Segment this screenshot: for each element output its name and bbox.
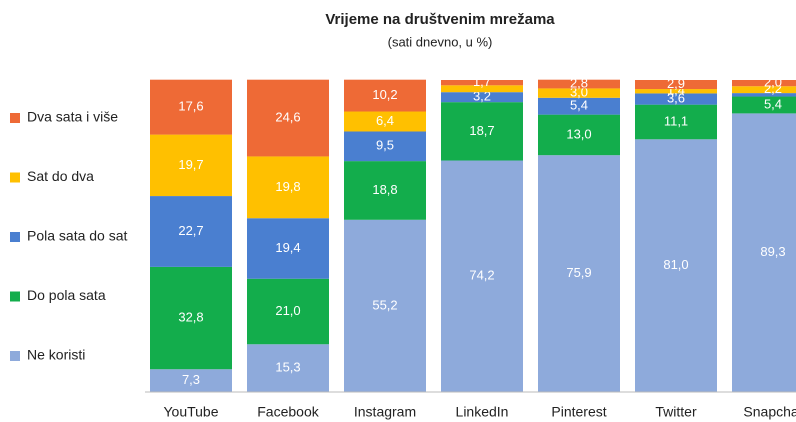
bar-segment [635,104,717,140]
data-label: 81,0 [663,257,688,272]
data-label: 18,8 [372,182,397,197]
bar-segment [441,80,523,86]
data-label: 3,2 [473,89,491,104]
bar-segment [635,139,717,392]
data-label: 13,0 [566,126,591,141]
data-label: 5,4 [764,96,782,111]
bar-segment [150,134,232,197]
data-label: 74,2 [469,268,494,283]
data-label: 6,4 [376,113,394,128]
bar-segment [635,80,717,90]
bar-segment [247,79,329,157]
x-tick-label: YouTube [163,404,218,420]
bar-segment [247,278,329,345]
bar-segment [150,79,232,135]
bar-segment [732,96,796,114]
data-label: 18,7 [469,123,494,138]
bar-segment [538,79,620,89]
bar-segment [344,111,426,132]
bar-segment [538,97,620,115]
chart-subtitle: (sati dnevno, u %) [388,34,493,49]
bar-segment [150,196,232,267]
legend-swatch [10,232,20,242]
bar-segment [344,79,426,112]
bar-segment [732,93,796,97]
x-tick-label: Instagram [354,404,416,420]
legend-swatch [10,172,20,183]
bar-segment [441,85,523,93]
x-tick-label: Twitter [655,404,697,420]
data-label: 89,3 [760,244,785,259]
data-label: 21,0 [275,303,300,318]
data-label: 2,0 [764,75,782,90]
data-label: 5,4 [570,98,588,113]
legend-label: Pola sata do sat [27,228,128,244]
data-label: 32,8 [178,309,203,324]
legend-swatch [10,291,20,302]
data-label: 7,3 [182,372,200,387]
bar-segment [344,219,426,392]
data-label: 3,6 [667,90,685,105]
bar-segment [247,344,329,392]
bar-segment [150,369,232,392]
bar-segment [150,266,232,370]
data-label: 19,7 [178,157,203,172]
data-label: 19,8 [275,179,300,194]
x-tick-label: Facebook [257,404,319,420]
bar-segment [732,86,796,94]
bar-segment [441,160,523,392]
bar-segment [247,156,329,219]
bar-segment [635,89,717,94]
legend-label: Dva sata i više [27,109,118,125]
bar-segment [732,113,796,392]
legend-label: Do pola sata [27,287,106,303]
data-label: 19,4 [275,240,300,255]
data-label: 17,6 [178,99,203,114]
data-label: 2,9 [667,76,685,91]
data-label: 15,3 [275,360,300,375]
data-label: 1,7 [473,74,491,89]
x-tick-label: Pinterest [551,404,606,420]
x-tick-label: Snapchat [743,404,796,420]
legend-swatch [10,351,20,361]
bar-segment [538,114,620,156]
bar-segment [344,161,426,220]
data-label: 11,1 [664,113,688,128]
data-label: 10,2 [372,87,397,102]
legend-label: Ne koristi [27,347,85,363]
bar-segment [344,131,426,162]
data-label: 22,7 [178,223,203,238]
bar-segment [538,88,620,98]
bar-segment [441,102,523,161]
data-label: 24,6 [275,110,300,125]
data-label: 9,5 [376,138,394,153]
bar-segment [635,93,717,105]
data-label: 75,9 [566,265,591,280]
bar-segment [247,218,329,279]
data-label: 55,2 [372,297,397,312]
legend-label: Sat do dva [27,168,94,184]
data-label: 2,8 [570,75,588,90]
chart-title: Vrijeme na društvenim mrežama [325,11,555,28]
x-tick-label: LinkedIn [456,404,509,420]
bar-segment [538,155,620,392]
bar-segment [441,92,523,103]
legend-swatch [10,113,20,123]
bar-segment [732,80,796,87]
